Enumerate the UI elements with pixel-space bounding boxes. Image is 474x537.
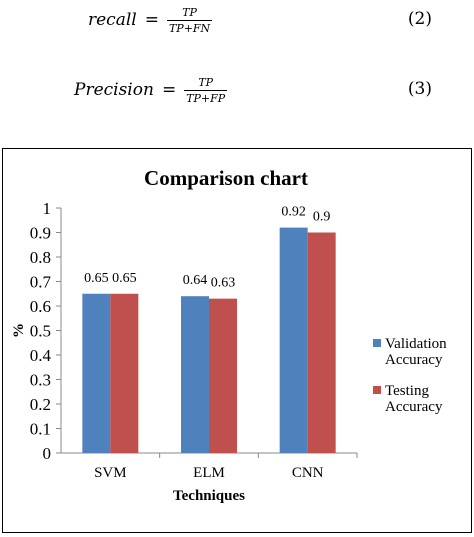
data-label: 0.9: [313, 210, 331, 225]
data-label: 0.63: [211, 276, 236, 291]
equation-number: (2): [407, 9, 432, 29]
data-label: 0.64: [183, 273, 208, 288]
denominator: TP+FP: [186, 91, 226, 105]
equals-sign: =: [144, 10, 159, 30]
y-tick-label: 0.4: [30, 346, 52, 365]
y-tick-label: 0.3: [30, 371, 51, 390]
fraction-bar: [184, 89, 228, 91]
y-tick-label: 0.2: [30, 395, 51, 414]
y-tick-label: 0.7: [30, 273, 52, 292]
recall-equation: recall = TP TP+FN (2): [0, 0, 474, 40]
bar: [82, 293, 111, 453]
fraction-bar: [166, 19, 213, 21]
legend-label: Accuracy: [385, 352, 443, 368]
y-tick-label: 0.5: [30, 322, 51, 341]
legend-label: Testing: [385, 383, 429, 399]
numerator: TP: [198, 75, 214, 89]
y-tick-label: 1: [43, 199, 52, 218]
equation-lhs: Precision: [74, 80, 154, 100]
numerator: TP: [182, 5, 197, 19]
y-tick-label: 0: [43, 444, 52, 463]
y-tick-label: 0.9: [30, 224, 51, 243]
y-tick-label: 0.8: [30, 248, 51, 267]
y-axis-title: %: [11, 323, 27, 338]
bar: [110, 293, 139, 453]
bar: [279, 227, 308, 453]
legend-swatch: [373, 386, 381, 394]
bar: [181, 296, 209, 453]
x-tick-label: CNN: [292, 465, 324, 481]
legend-label: Validation: [385, 336, 447, 352]
legend-label: Accuracy: [385, 399, 443, 415]
bar: [307, 232, 336, 453]
fraction: TP TP+FN: [166, 5, 213, 35]
equation-lhs: recall: [88, 10, 137, 30]
data-label: 0.65: [112, 271, 137, 286]
y-tick-label: 0.1: [30, 420, 51, 439]
chart-svg: Comparison chart 0 0.1 0.2 0.3 0.4 0.5 0.6 0.7 0.…: [11, 166, 447, 504]
x-tick-label: ELM: [193, 465, 225, 481]
precision-equation: Precision = TP TP+FP (3): [0, 70, 474, 110]
y-tick-label: 0.6: [30, 297, 51, 316]
chart-title: Comparison chart: [144, 166, 308, 190]
equals-sign: =: [161, 80, 177, 100]
bar: [209, 298, 237, 453]
data-label: 0.92: [281, 205, 306, 220]
denominator: TP+FN: [168, 21, 211, 35]
fraction: TP TP+FP: [184, 75, 228, 105]
x-axis-title: Techniques: [173, 488, 245, 504]
equation-number: (3): [407, 79, 432, 99]
comparison-chart: Comparison chart 0 0.1 0.2 0.3 0.4 0.5 0.6 0.7 0.…: [2, 148, 472, 533]
legend-swatch: [373, 339, 381, 347]
x-tick-label: SVM: [94, 465, 127, 481]
data-label: 0.65: [84, 271, 109, 286]
